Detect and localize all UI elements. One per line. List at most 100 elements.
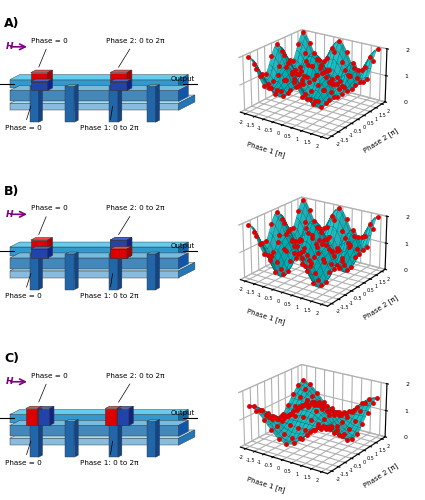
Text: Phase 2: 0 to 2π: Phase 2: 0 to 2π: [106, 373, 164, 402]
Text: Phase = 0: Phase = 0: [31, 38, 68, 67]
Text: Output: Output: [170, 76, 194, 82]
Polygon shape: [10, 90, 178, 102]
Polygon shape: [39, 420, 42, 457]
Polygon shape: [10, 420, 188, 426]
Polygon shape: [178, 86, 188, 102]
Polygon shape: [74, 252, 78, 290]
Text: Phase = 0: Phase = 0: [31, 373, 68, 402]
Text: Output: Output: [170, 243, 194, 249]
Polygon shape: [31, 249, 48, 258]
Polygon shape: [127, 246, 132, 258]
Polygon shape: [156, 84, 159, 122]
Polygon shape: [39, 252, 42, 290]
Text: Phase 1: 0 to 2π: Phase 1: 0 to 2π: [80, 441, 139, 466]
Text: Phase 1: 0 to 2π: Phase 1: 0 to 2π: [80, 106, 139, 131]
Polygon shape: [118, 84, 122, 122]
Polygon shape: [110, 246, 132, 249]
Polygon shape: [48, 70, 53, 82]
Polygon shape: [10, 430, 195, 438]
Polygon shape: [109, 420, 122, 422]
Polygon shape: [109, 84, 122, 86]
Polygon shape: [127, 79, 132, 90]
Polygon shape: [48, 246, 53, 258]
Polygon shape: [65, 420, 78, 422]
Text: C): C): [4, 352, 19, 365]
Polygon shape: [65, 254, 74, 290]
Polygon shape: [38, 406, 42, 426]
Text: Phase 2: 0 to 2π: Phase 2: 0 to 2π: [106, 206, 164, 234]
Polygon shape: [110, 240, 127, 249]
Polygon shape: [110, 79, 132, 82]
Polygon shape: [110, 238, 132, 240]
Text: Phase = 0: Phase = 0: [6, 274, 42, 298]
Polygon shape: [10, 271, 178, 278]
Polygon shape: [31, 238, 53, 240]
Polygon shape: [65, 422, 74, 457]
Polygon shape: [127, 238, 132, 249]
Polygon shape: [178, 410, 188, 424]
Polygon shape: [10, 74, 188, 80]
Polygon shape: [30, 420, 42, 422]
Polygon shape: [147, 420, 159, 422]
Polygon shape: [31, 79, 53, 82]
Polygon shape: [156, 252, 159, 290]
Polygon shape: [65, 84, 78, 86]
Polygon shape: [10, 104, 178, 110]
Polygon shape: [30, 84, 42, 86]
Polygon shape: [110, 82, 127, 90]
Polygon shape: [178, 430, 195, 445]
Text: Phase = 0: Phase = 0: [31, 206, 68, 234]
Polygon shape: [31, 82, 48, 90]
Text: Phase 2: 0 to 2π: Phase 2: 0 to 2π: [106, 38, 164, 68]
Polygon shape: [74, 420, 78, 457]
Polygon shape: [110, 249, 127, 258]
Polygon shape: [147, 254, 156, 290]
Polygon shape: [118, 252, 122, 290]
Polygon shape: [110, 238, 132, 240]
Polygon shape: [10, 95, 195, 104]
Polygon shape: [178, 95, 195, 110]
Y-axis label: Phase 2 [π]: Phase 2 [π]: [363, 462, 400, 488]
Polygon shape: [109, 422, 118, 457]
Polygon shape: [117, 408, 129, 426]
Polygon shape: [147, 84, 159, 86]
Polygon shape: [10, 242, 188, 247]
Polygon shape: [147, 252, 159, 254]
Polygon shape: [109, 252, 122, 254]
Polygon shape: [10, 258, 178, 269]
Polygon shape: [127, 246, 132, 258]
Text: A): A): [4, 18, 20, 30]
Polygon shape: [30, 86, 39, 122]
Polygon shape: [110, 70, 132, 72]
Polygon shape: [127, 70, 132, 82]
Polygon shape: [10, 262, 195, 271]
Polygon shape: [30, 422, 39, 457]
Text: Phase 1: 0 to 2π: Phase 1: 0 to 2π: [80, 274, 139, 298]
Polygon shape: [74, 84, 78, 122]
Polygon shape: [10, 253, 188, 258]
Polygon shape: [31, 240, 48, 249]
Polygon shape: [38, 408, 50, 426]
Polygon shape: [178, 253, 188, 269]
Polygon shape: [39, 84, 42, 122]
Polygon shape: [178, 262, 195, 278]
Polygon shape: [48, 238, 53, 249]
Polygon shape: [31, 246, 53, 249]
Polygon shape: [10, 86, 188, 90]
X-axis label: Phase 1 [π]: Phase 1 [π]: [246, 308, 285, 326]
Y-axis label: Phase 2 [π]: Phase 2 [π]: [363, 126, 400, 154]
Polygon shape: [65, 86, 74, 122]
Text: H: H: [6, 378, 14, 386]
Polygon shape: [117, 406, 122, 426]
Polygon shape: [110, 240, 127, 249]
Text: H: H: [6, 42, 14, 51]
Text: H: H: [6, 210, 14, 219]
Polygon shape: [10, 426, 178, 436]
Polygon shape: [26, 408, 38, 426]
Polygon shape: [109, 254, 118, 290]
Polygon shape: [110, 72, 127, 82]
Polygon shape: [10, 247, 178, 256]
Polygon shape: [178, 74, 188, 88]
Polygon shape: [10, 438, 178, 445]
Polygon shape: [48, 79, 53, 90]
